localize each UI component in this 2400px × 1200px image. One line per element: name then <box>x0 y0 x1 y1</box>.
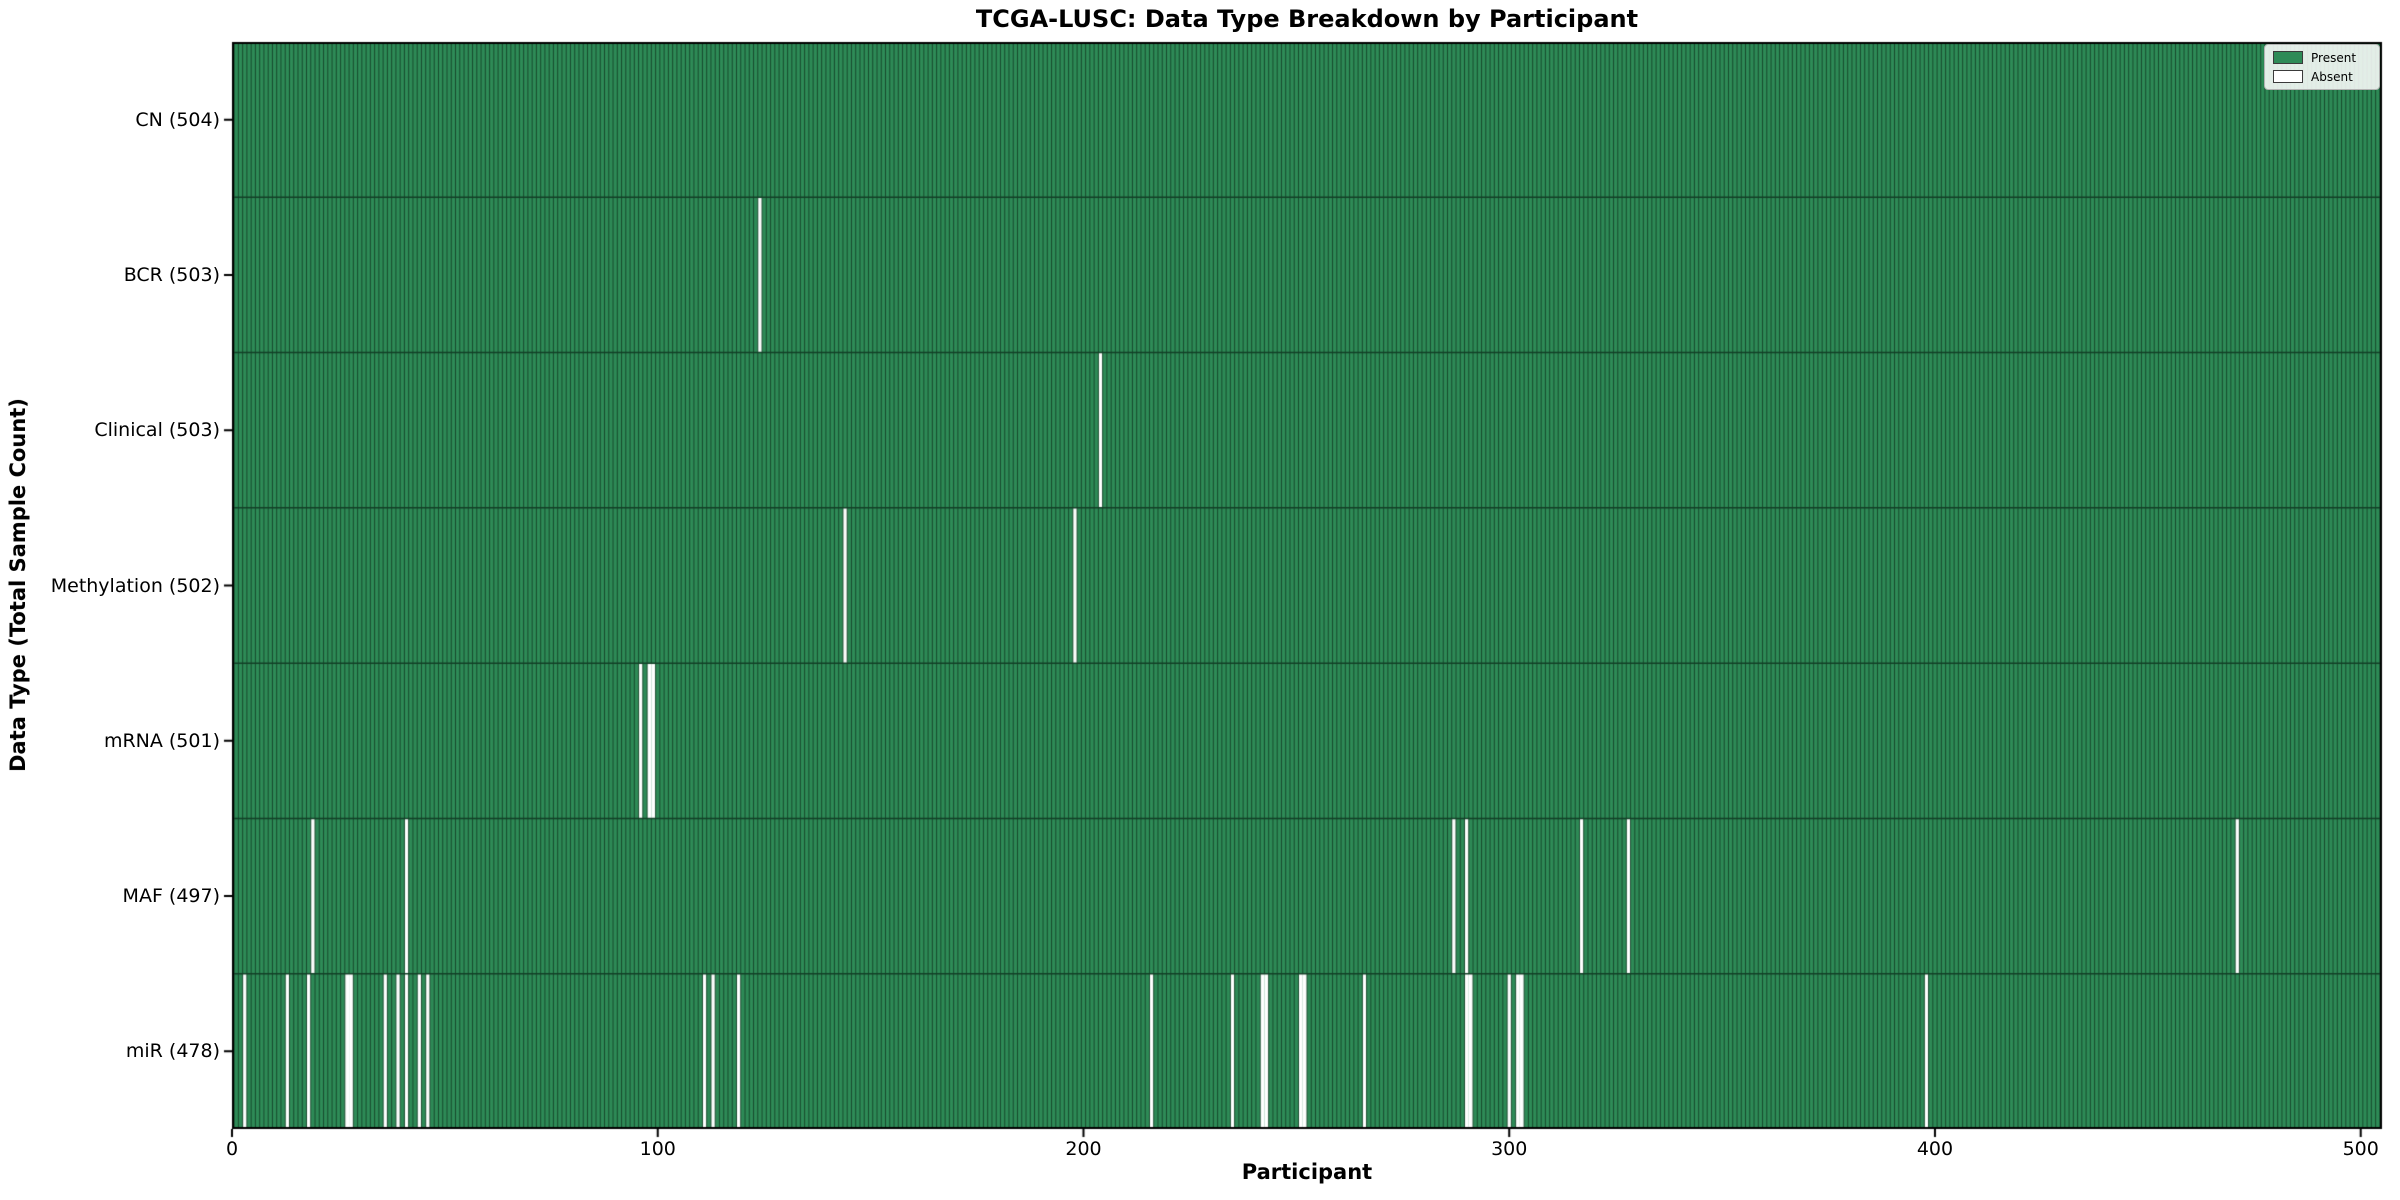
x-tick-label: 200 <box>1065 1138 1102 1160</box>
legend-present-label: Present <box>2311 50 2357 65</box>
legend-absent-label: Absent <box>2311 69 2353 84</box>
x-tick-label: 300 <box>1491 1138 1528 1160</box>
x-axis-label: Participant <box>1241 1160 1373 1184</box>
legend-present-swatch-icon <box>2273 51 2303 64</box>
y-axis-label: Data Type (Total Sample Count) <box>6 398 30 772</box>
y-tick-label: Clinical (503) <box>94 419 220 442</box>
x-tick-label: 400 <box>1916 1138 1954 1160</box>
x-tick-label: 500 <box>2342 1138 2379 1160</box>
y-tick-label: BCR (503) <box>123 263 220 286</box>
y-tick-label: Methylation (502) <box>50 574 220 597</box>
y-tick-label: MAF (497) <box>122 885 220 908</box>
y-tick-label: mRNA (501) <box>103 729 220 752</box>
legend-absent-swatch-icon <box>2273 70 2303 83</box>
legend: Present Absent <box>2264 44 2380 90</box>
chart-title: TCGA-LUSC: Data Type Breakdown by Partic… <box>975 5 1639 33</box>
x-tick-label: 0 <box>225 1138 239 1160</box>
y-tick-label: CN (504) <box>135 108 220 131</box>
legend-entry-present: Present <box>2273 51 2371 64</box>
y-tick-label: miR (478) <box>125 1040 220 1063</box>
legend-entry-absent: Absent <box>2273 70 2371 83</box>
x-tick-label: 100 <box>639 1138 676 1160</box>
